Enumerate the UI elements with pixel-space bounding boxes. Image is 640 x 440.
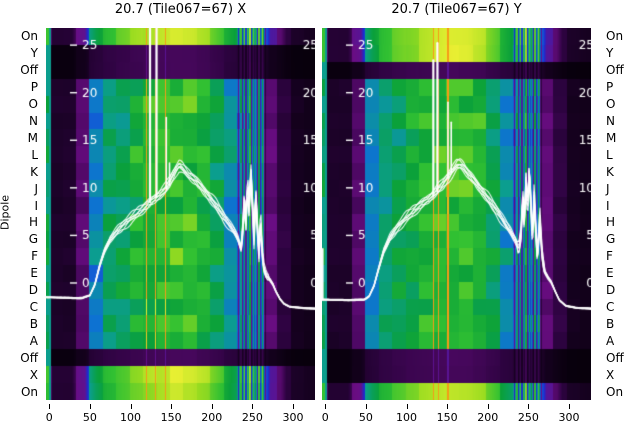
- x-axis-tick: [406, 404, 408, 409]
- row-label-left: E: [30, 266, 38, 281]
- row-label-right: Off: [606, 63, 624, 78]
- x-axis-tick: [325, 404, 327, 409]
- row-label-left: C: [29, 300, 38, 314]
- row-label-left: B: [29, 316, 38, 331]
- row-label-left: G: [28, 232, 38, 247]
- row-label-left: J: [34, 181, 38, 196]
- x-axis-tick: [447, 404, 449, 409]
- row-label-right: K: [606, 164, 614, 179]
- row-label-left: X: [29, 367, 38, 382]
- x-axis-tick: [252, 404, 254, 409]
- x-axis-tick: [211, 404, 213, 409]
- x-axis-tick: [365, 404, 367, 409]
- row-label-left: On: [20, 384, 38, 399]
- x-axis-tick-label: 150: [436, 411, 458, 424]
- row-label-right: F: [606, 249, 613, 264]
- x-axis-tick-label: 300: [282, 411, 304, 424]
- row-label-right: I: [606, 198, 610, 213]
- x-axis-tick: [49, 404, 51, 409]
- row-label-right: O: [606, 97, 616, 112]
- row-label-left: H: [28, 215, 38, 230]
- row-label-right: C: [606, 300, 615, 314]
- row-label-left: M: [27, 130, 38, 145]
- row-label-right: L: [606, 147, 613, 162]
- x-axis-tick: [528, 404, 530, 409]
- x-axis-tick-label: 200: [201, 411, 223, 424]
- row-label-left: Off: [20, 63, 38, 78]
- x-axis-tick: [130, 404, 132, 409]
- row-label-left: F: [31, 249, 38, 264]
- row-label-left: Off: [20, 350, 38, 365]
- row-label-left: D: [28, 283, 38, 298]
- row-label-right: On: [606, 384, 624, 399]
- x-axis-tick: [89, 404, 91, 409]
- row-label-left: Y: [30, 46, 38, 61]
- row-label-left: L: [31, 147, 38, 162]
- x-axis-tick: [569, 404, 571, 409]
- x-axis-tick-label: 0: [45, 411, 53, 424]
- heatmap-panel-x: [46, 28, 315, 400]
- x-axis-tick-label: 100: [120, 411, 142, 424]
- row-label-right: J: [606, 181, 610, 196]
- row-label-right: A: [606, 333, 615, 348]
- x-axis-tick: [293, 404, 295, 409]
- panel-title-y: 20.7 (Tile067=67) Y: [391, 2, 522, 17]
- x-axis-tick-label: 0: [321, 411, 329, 424]
- x-axis-tick: [171, 404, 173, 409]
- row-label-right: Off: [606, 350, 624, 365]
- row-label-left: K: [30, 164, 38, 179]
- x-axis-tick-label: 250: [241, 411, 263, 424]
- row-label-right: G: [606, 232, 616, 247]
- x-axis-tick-label: 100: [396, 411, 418, 424]
- row-label-left: N: [29, 114, 38, 128]
- x-axis-tick-label: 50: [82, 411, 97, 424]
- heatmap-panel-y: [322, 28, 591, 400]
- x-axis-tick: [487, 404, 489, 409]
- x-axis-tick-label: 300: [558, 411, 580, 424]
- row-label-left: On: [20, 29, 38, 44]
- row-label-right: N: [606, 114, 615, 128]
- panel-title-x: 20.7 (Tile067=67) X: [114, 2, 247, 17]
- row-label-right: D: [606, 283, 616, 298]
- row-label-right: On: [606, 29, 624, 44]
- row-label-left: O: [28, 97, 38, 112]
- row-label-left: A: [29, 333, 38, 348]
- x-axis-tick-label: 250: [517, 411, 539, 424]
- row-label-right: X: [606, 367, 615, 382]
- row-label-right: B: [606, 316, 615, 331]
- row-label-right: E: [606, 266, 614, 281]
- row-label-right: P: [606, 80, 614, 95]
- row-label-right: M: [606, 130, 617, 145]
- row-label-left: I: [34, 198, 38, 213]
- row-label-right: H: [606, 215, 616, 230]
- x-axis-tick-label: 200: [477, 411, 499, 424]
- row-label-right: Y: [606, 46, 614, 61]
- row-label-left: P: [30, 80, 38, 95]
- x-axis-tick-label: 50: [358, 411, 373, 424]
- x-axis-tick-label: 150: [160, 411, 182, 424]
